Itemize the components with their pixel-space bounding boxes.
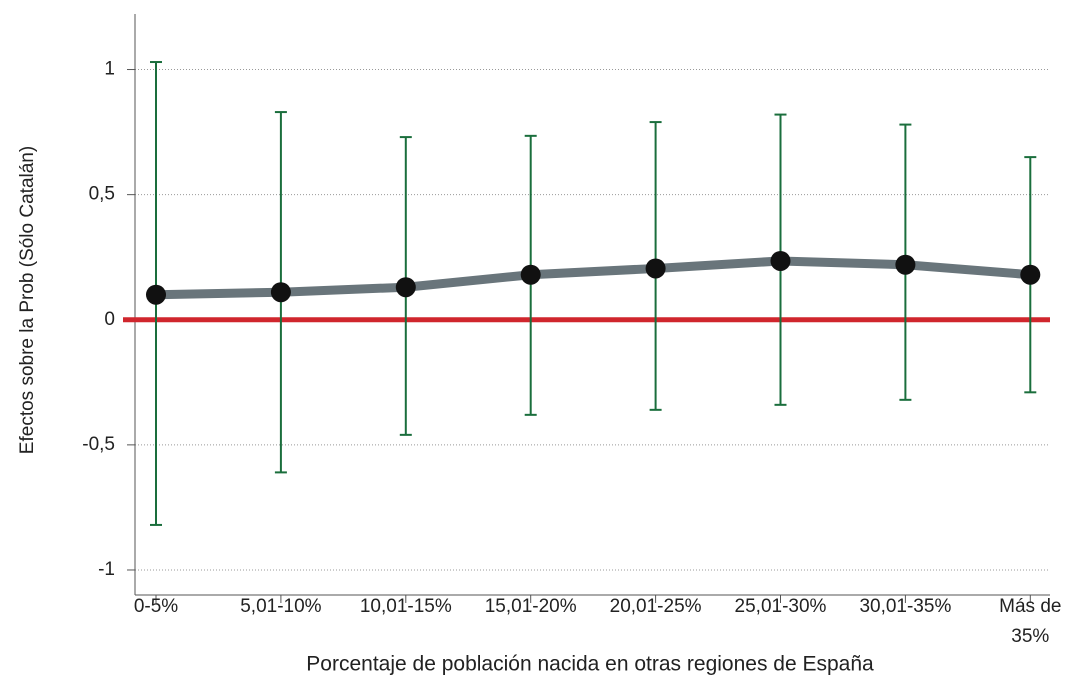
point [1020,264,1041,285]
y-axis-title: Efectos sobre la Prob (Sólo Catalán) [17,146,38,454]
y-tick-label: -1 [98,559,115,580]
series-line [155,256,1031,300]
point [395,277,416,298]
x-tick-label: 0-5% [134,596,178,617]
point [520,264,541,285]
point [270,282,291,303]
x-tick-label: 15,01-20% [485,596,577,617]
x-tick-label: 25,01-30% [735,596,827,617]
x-tick-label: 20,01-25% [610,596,702,617]
point [146,284,166,305]
x-tick-label: 5,01-10% [240,596,321,617]
point [645,258,666,279]
y-tick-label: 0,5 [89,184,115,205]
y-tick-label: 0 [104,309,115,330]
x-tick-label: 10,01-15% [360,596,452,617]
point [895,254,916,275]
y-tick-label: 1 [104,59,115,80]
x-tick-label: Más de 35% [999,596,1061,647]
x-tick-label: 30,01-35% [859,596,951,617]
x-axis-title: Porcentaje de población nacida en otras … [306,653,874,676]
point [770,250,791,271]
y-tick-label: -0,5 [82,434,115,455]
